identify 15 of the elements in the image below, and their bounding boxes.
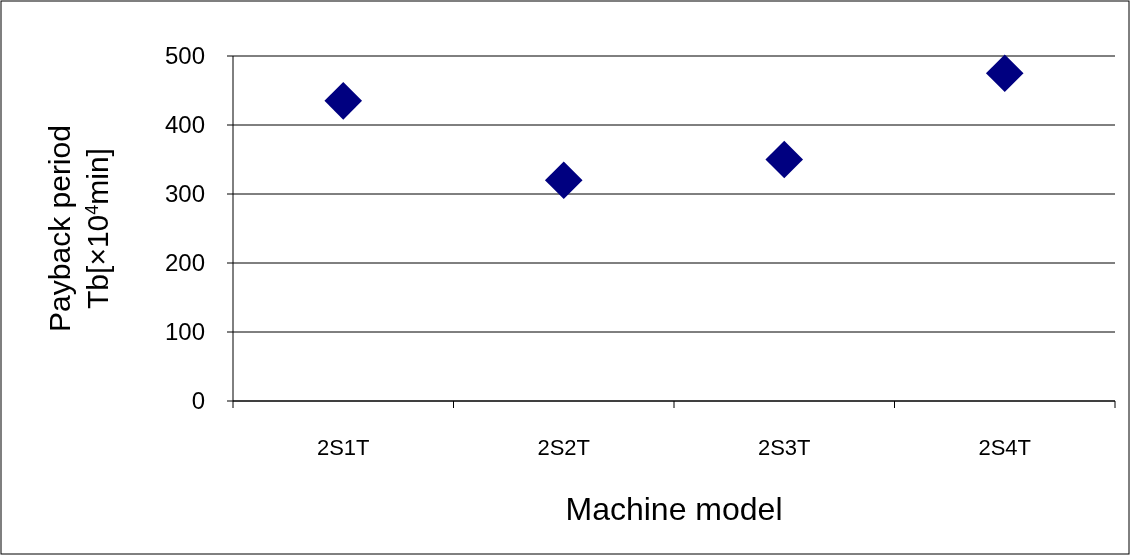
y-tick-label: 400: [164, 111, 205, 139]
point: [985, 54, 1024, 93]
y-tick-label: 300: [164, 180, 205, 208]
x-tick-label: 2S3T: [757, 435, 811, 460]
y-tick-label: 500: [164, 42, 205, 70]
point: [765, 140, 804, 179]
y-tick-label: 0: [191, 387, 205, 415]
y-tick-label: 100: [164, 318, 205, 346]
x-axis-title: Machine model: [565, 491, 783, 527]
x-tick-label: 2S2T: [537, 435, 591, 460]
point: [324, 82, 363, 120]
point: [544, 161, 583, 199]
x-tick-label: 2S1T: [316, 435, 370, 460]
x-tick-label: 2S4T: [978, 435, 1032, 460]
y-tick-label: 200: [164, 249, 205, 277]
